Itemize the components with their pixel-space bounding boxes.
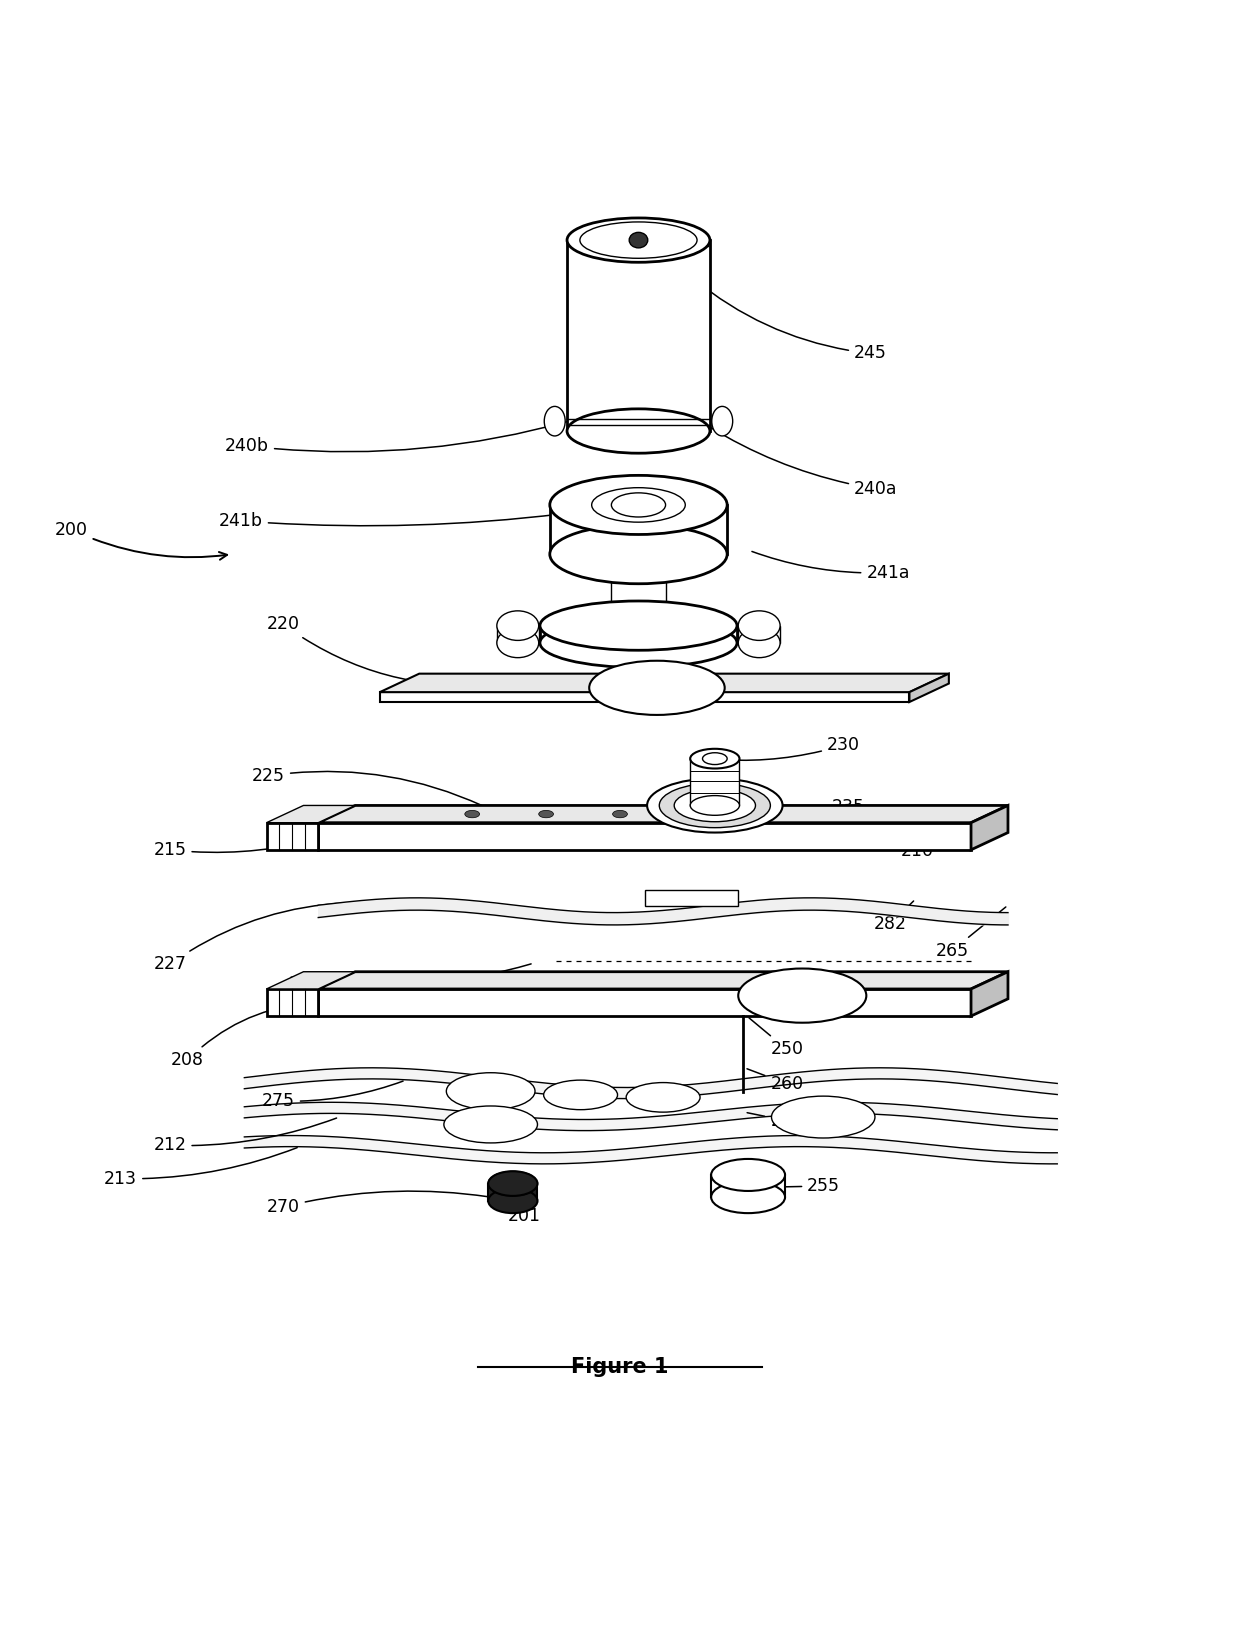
Ellipse shape	[465, 811, 480, 817]
Text: 208: 208	[171, 1002, 319, 1070]
Ellipse shape	[497, 611, 538, 640]
Ellipse shape	[611, 493, 666, 518]
Ellipse shape	[771, 1096, 875, 1138]
Text: 201: 201	[508, 1201, 541, 1225]
FancyBboxPatch shape	[489, 1184, 537, 1201]
Text: 250: 250	[749, 1017, 804, 1058]
Ellipse shape	[712, 1160, 785, 1191]
Ellipse shape	[567, 410, 711, 454]
Polygon shape	[267, 806, 355, 822]
Text: Figure 1: Figure 1	[572, 1358, 668, 1378]
Ellipse shape	[489, 1171, 537, 1196]
FancyBboxPatch shape	[645, 891, 738, 906]
Ellipse shape	[691, 749, 739, 768]
Text: 210: 210	[900, 837, 968, 860]
Text: 212: 212	[154, 1119, 336, 1155]
Text: 200: 200	[55, 521, 227, 560]
Ellipse shape	[567, 218, 711, 262]
Text: 270: 270	[267, 1191, 487, 1215]
Text: 255: 255	[765, 1178, 841, 1196]
FancyBboxPatch shape	[539, 626, 737, 642]
Ellipse shape	[738, 611, 780, 640]
Text: 260: 260	[746, 1068, 804, 1093]
Ellipse shape	[549, 524, 727, 583]
Ellipse shape	[589, 660, 724, 714]
FancyBboxPatch shape	[267, 989, 319, 1016]
Ellipse shape	[580, 221, 697, 259]
Ellipse shape	[629, 233, 647, 247]
Ellipse shape	[712, 406, 733, 436]
Text: 275: 275	[262, 1081, 403, 1111]
Ellipse shape	[489, 1171, 537, 1196]
FancyBboxPatch shape	[497, 626, 538, 642]
Text: 227: 227	[154, 903, 346, 973]
Text: 220: 220	[267, 616, 506, 685]
FancyBboxPatch shape	[379, 693, 909, 703]
Ellipse shape	[497, 627, 538, 657]
FancyBboxPatch shape	[549, 505, 727, 554]
Text: 235: 235	[782, 798, 864, 816]
Text: 245: 245	[693, 278, 887, 362]
Polygon shape	[971, 806, 1008, 850]
Text: 241a: 241a	[751, 552, 910, 581]
Text: 265: 265	[935, 907, 1006, 960]
Ellipse shape	[543, 1079, 618, 1109]
Text: 230: 230	[712, 735, 859, 760]
Ellipse shape	[712, 1181, 785, 1214]
Ellipse shape	[544, 406, 565, 436]
Ellipse shape	[539, 601, 737, 650]
Ellipse shape	[489, 1189, 537, 1214]
Text: 240b: 240b	[224, 421, 570, 455]
Ellipse shape	[660, 783, 770, 827]
FancyBboxPatch shape	[267, 822, 319, 850]
Ellipse shape	[738, 968, 867, 1022]
Polygon shape	[379, 673, 949, 693]
Polygon shape	[319, 971, 1008, 989]
Ellipse shape	[446, 1073, 534, 1109]
Ellipse shape	[691, 796, 739, 816]
Ellipse shape	[444, 1106, 537, 1143]
FancyBboxPatch shape	[611, 539, 666, 626]
FancyBboxPatch shape	[712, 1174, 785, 1197]
Text: 225: 225	[252, 767, 482, 806]
FancyBboxPatch shape	[691, 758, 739, 806]
Text: 207: 207	[289, 963, 531, 993]
FancyBboxPatch shape	[738, 626, 780, 642]
Polygon shape	[319, 806, 1008, 822]
Ellipse shape	[703, 753, 727, 765]
Text: 202: 202	[748, 1112, 804, 1130]
FancyBboxPatch shape	[567, 241, 711, 431]
FancyBboxPatch shape	[319, 989, 971, 1016]
Polygon shape	[267, 971, 355, 989]
FancyBboxPatch shape	[319, 822, 971, 850]
Text: 241b: 241b	[218, 513, 562, 531]
Polygon shape	[909, 673, 949, 703]
Ellipse shape	[591, 488, 686, 523]
Ellipse shape	[675, 790, 755, 822]
Polygon shape	[971, 971, 1008, 1016]
Ellipse shape	[647, 778, 782, 832]
Text: 205: 205	[935, 991, 968, 1014]
Text: 282: 282	[874, 901, 914, 932]
Ellipse shape	[611, 614, 666, 637]
Ellipse shape	[738, 627, 780, 657]
Ellipse shape	[626, 1083, 701, 1112]
Ellipse shape	[538, 811, 553, 817]
Text: 215: 215	[154, 837, 325, 858]
Text: 240a: 240a	[708, 426, 898, 498]
Ellipse shape	[549, 475, 727, 534]
Ellipse shape	[613, 811, 627, 817]
Ellipse shape	[539, 618, 737, 668]
Text: 213: 213	[104, 1148, 298, 1188]
